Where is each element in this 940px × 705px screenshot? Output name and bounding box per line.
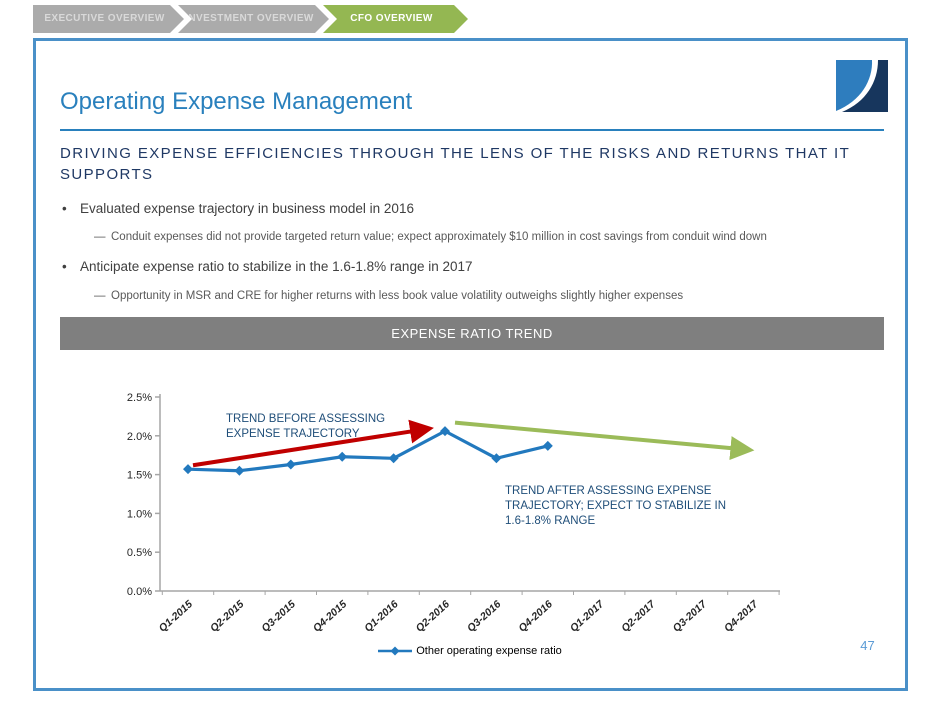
- x-tick-label: Q3-2016: [465, 598, 504, 634]
- tab-executive-overview[interactable]: EXECUTIVE OVERVIEW: [33, 5, 184, 33]
- x-tick-label: Q2-2015: [208, 598, 247, 634]
- x-tick-label: Q4-2017: [722, 598, 761, 635]
- y-tick-label: 0.0%: [127, 586, 152, 598]
- bullet-item: • Anticipate expense ratio to stabilize i…: [62, 259, 872, 274]
- x-tick-label: Q1-2015: [157, 598, 196, 634]
- y-tick-label: 1.0%: [127, 508, 152, 520]
- trend-before-annotation: TREND BEFORE ASSESSING EXPENSE TRAJECTOR…: [226, 413, 386, 440]
- data-point-marker: [183, 464, 193, 475]
- legend-line-marker-icon: [378, 646, 413, 656]
- y-tick-label: 0.5%: [127, 547, 152, 559]
- sub-bullet-text: Opportunity in MSR and CRE for higher re…: [111, 290, 684, 302]
- x-tick-label: Q4-2016: [516, 598, 555, 634]
- title-divider: [60, 129, 884, 131]
- company-logo-icon: [836, 60, 888, 112]
- trend-after-arrow: [454, 420, 755, 461]
- bullet-dot: •: [62, 259, 67, 274]
- slide-panel: [33, 38, 908, 691]
- x-tick-label: Q2-2016: [414, 598, 453, 634]
- y-tick-label: 2.0%: [127, 431, 152, 443]
- sub-bullet-dash: —: [94, 290, 106, 302]
- x-tick-label: Q3-2015: [259, 598, 298, 634]
- page-number: 47: [860, 638, 875, 653]
- x-tick-label: Q1-2017: [568, 598, 607, 635]
- data-point-marker: [491, 453, 502, 464]
- expense-ratio-line: [187, 429, 549, 473]
- x-tick-label: Q3-2017: [671, 598, 710, 635]
- y-tick-label: 2.5%: [127, 392, 152, 404]
- data-point-marker: [440, 426, 450, 437]
- slide-title: Operating Expense Management: [60, 88, 413, 115]
- sub-bullet-item: — Conduit expenses did not provide target…: [94, 231, 884, 243]
- bullet-text: Evaluated expense trajectory in business…: [80, 201, 414, 216]
- data-point-marker: [285, 459, 296, 470]
- slide-subtitle: DRIVING EXPENSE EFFICIENCIES THROUGH THE…: [60, 145, 850, 183]
- sub-bullet-text: Conduit expenses did not provide targete…: [111, 231, 767, 243]
- data-point-marker: [337, 451, 348, 462]
- x-tick-label: Q1-2016: [362, 598, 401, 634]
- bullet-text: Anticipate expense ratio to stabilize in…: [80, 259, 473, 274]
- tab-cfo-overview[interactable]: CFO OVERVIEW: [323, 5, 468, 33]
- y-tick-label: 1.5%: [127, 470, 152, 482]
- bullet-item: • Evaluated expense trajectory in busines…: [62, 201, 872, 216]
- data-point-marker: [234, 465, 245, 476]
- tab-investment-overview[interactable]: INVESTMENT OVERVIEW: [178, 5, 329, 33]
- x-tick-label: Q4-2015: [311, 598, 350, 634]
- expense-ratio-chart: 0.0% 0.5% 1.0% 1.5% 2.0% 2.5% Q1-2015 Q2-2015 Q3…: [120, 386, 820, 646]
- data-point-marker: [388, 453, 399, 464]
- data-point-marker: [542, 440, 553, 451]
- sub-bullet-dash: —: [94, 231, 106, 243]
- chart-legend: Other operating expense ratio: [0, 645, 940, 657]
- chart-canvas: 0.0% 0.5% 1.0% 1.5% 2.0% 2.5% Q1-2015 Q2-2015 Q3…: [127, 392, 780, 635]
- sub-bullet-item: — Opportunity in MSR and CRE for higher r…: [94, 290, 884, 302]
- legend-label: Other operating expense ratio: [416, 645, 562, 657]
- section-banner: EXPENSE RATIO TREND: [60, 317, 884, 350]
- trend-before-arrow: [192, 419, 434, 468]
- trend-after-annotation: TREND AFTER ASSESSING EXPENSE TRAJECTORY…: [505, 485, 727, 527]
- x-tick-label: Q2-2017: [619, 598, 658, 635]
- bullet-dot: •: [62, 201, 67, 216]
